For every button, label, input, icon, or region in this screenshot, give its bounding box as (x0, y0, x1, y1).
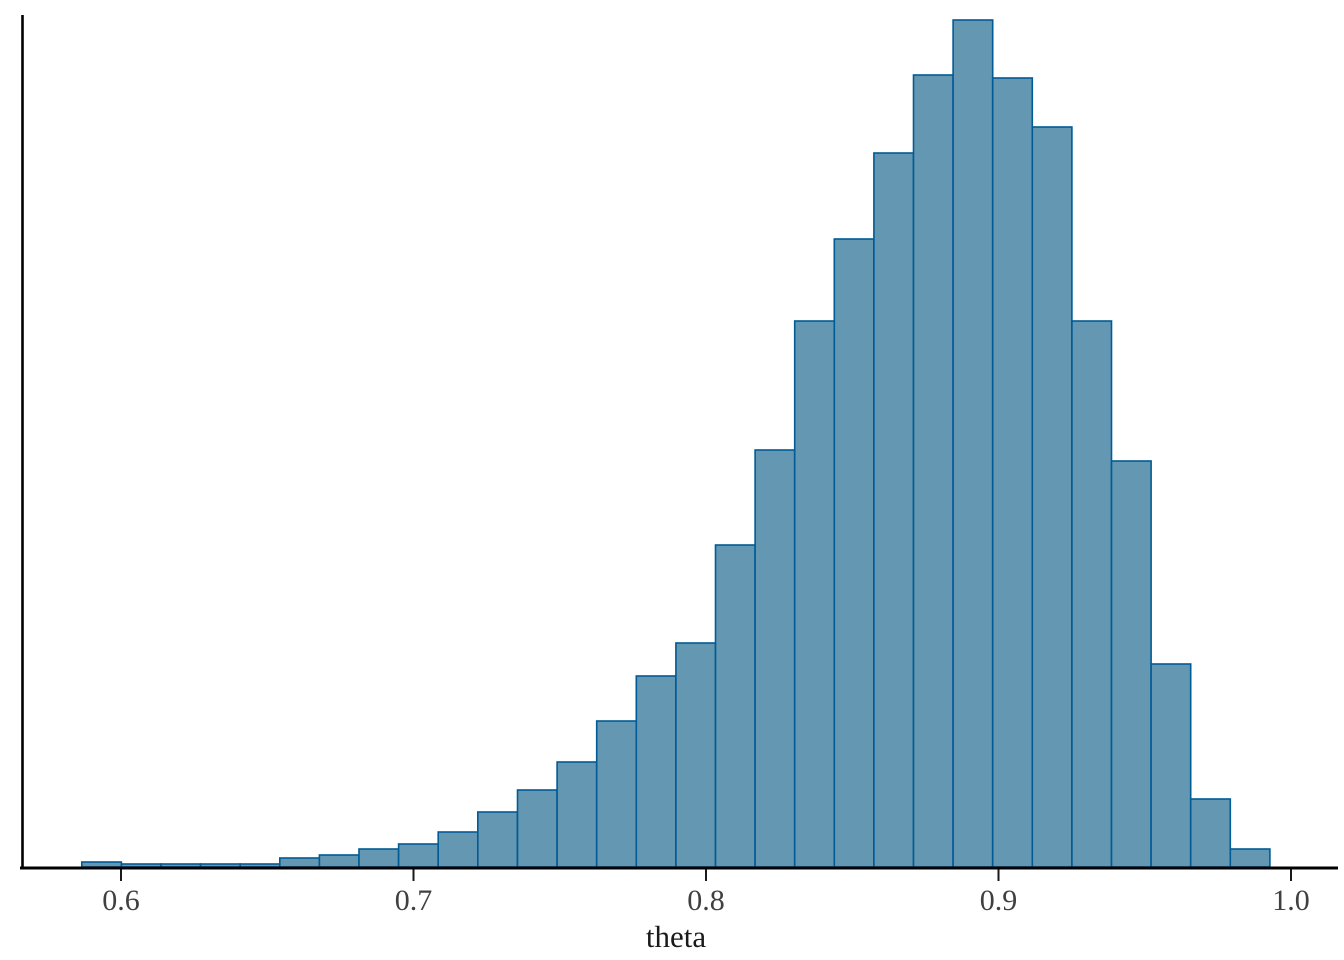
histogram-bar (1071, 320, 1113, 868)
x-axis-title: theta (646, 919, 706, 954)
histogram-bar (1150, 663, 1192, 868)
x-axis-tick-label: 0.9 (980, 884, 1018, 917)
histogram-bar (991, 77, 1034, 868)
x-axis-ticks (120, 869, 1292, 881)
histogram-bar (873, 152, 915, 868)
histogram-bar (595, 720, 638, 868)
histogram-bar (754, 449, 796, 868)
histogram-bar (1189, 798, 1232, 868)
histogram-bar (833, 238, 875, 868)
histogram-bar (516, 789, 558, 868)
histogram-bar (912, 74, 954, 868)
histogram-bar (714, 544, 756, 868)
histogram-bar (81, 861, 123, 868)
histogram-bar (556, 761, 598, 868)
histogram-bar (1031, 126, 1073, 868)
histogram-bar (278, 857, 321, 868)
x-axis-tick-label: 0.7 (395, 884, 433, 917)
x-axis-tick-label: 0.8 (687, 884, 725, 917)
histogram-bar (1110, 460, 1152, 868)
x-axis-tick-labels: 0.6 0.7 0.8 0.9 1.0 (102, 884, 1310, 917)
histogram-bar (793, 320, 836, 868)
histogram-bar (358, 848, 400, 868)
histogram-bar (1229, 848, 1271, 868)
histogram-bar (397, 843, 440, 868)
histogram-bar (635, 675, 677, 868)
bars-group (81, 19, 1271, 868)
histogram-bar (675, 642, 717, 868)
histogram-bar (437, 831, 479, 868)
histogram-bar (952, 19, 994, 868)
x-axis-tick-label: 0.6 (102, 884, 140, 917)
histogram-bar (476, 811, 519, 868)
histogram-bar (318, 854, 360, 868)
x-axis-tick-label: 1.0 (1272, 884, 1310, 917)
